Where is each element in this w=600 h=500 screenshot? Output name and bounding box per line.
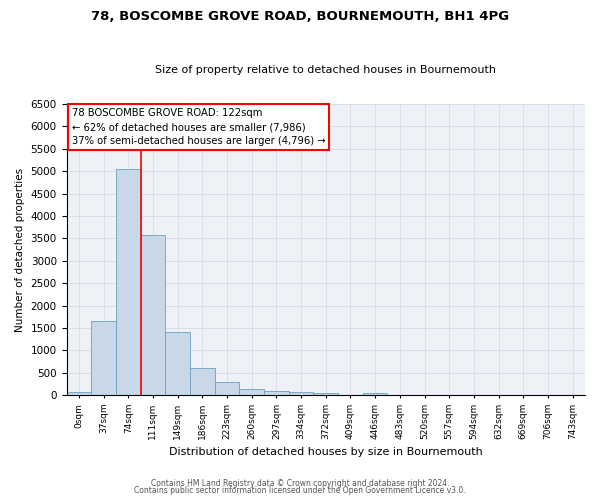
Bar — [67, 392, 91, 395]
Bar — [313, 393, 338, 395]
Bar — [289, 392, 313, 395]
Bar — [363, 394, 388, 395]
Text: 78, BOSCOMBE GROVE ROAD, BOURNEMOUTH, BH1 4PG: 78, BOSCOMBE GROVE ROAD, BOURNEMOUTH, BH… — [91, 10, 509, 23]
Bar — [91, 322, 116, 395]
X-axis label: Distribution of detached houses by size in Bournemouth: Distribution of detached houses by size … — [169, 448, 482, 458]
Bar — [140, 235, 165, 395]
Bar — [190, 368, 215, 395]
Bar — [239, 388, 264, 395]
Bar — [215, 382, 239, 395]
Y-axis label: Number of detached properties: Number of detached properties — [15, 168, 25, 332]
Text: Contains public sector information licensed under the Open Government Licence v3: Contains public sector information licen… — [134, 486, 466, 495]
Bar — [264, 390, 289, 395]
Text: 78 BOSCOMBE GROVE ROAD: 122sqm
← 62% of detached houses are smaller (7,986)
37% : 78 BOSCOMBE GROVE ROAD: 122sqm ← 62% of … — [72, 108, 325, 146]
Text: Contains HM Land Registry data © Crown copyright and database right 2024.: Contains HM Land Registry data © Crown c… — [151, 478, 449, 488]
Title: Size of property relative to detached houses in Bournemouth: Size of property relative to detached ho… — [155, 66, 496, 76]
Bar — [165, 332, 190, 395]
Bar — [116, 168, 140, 395]
